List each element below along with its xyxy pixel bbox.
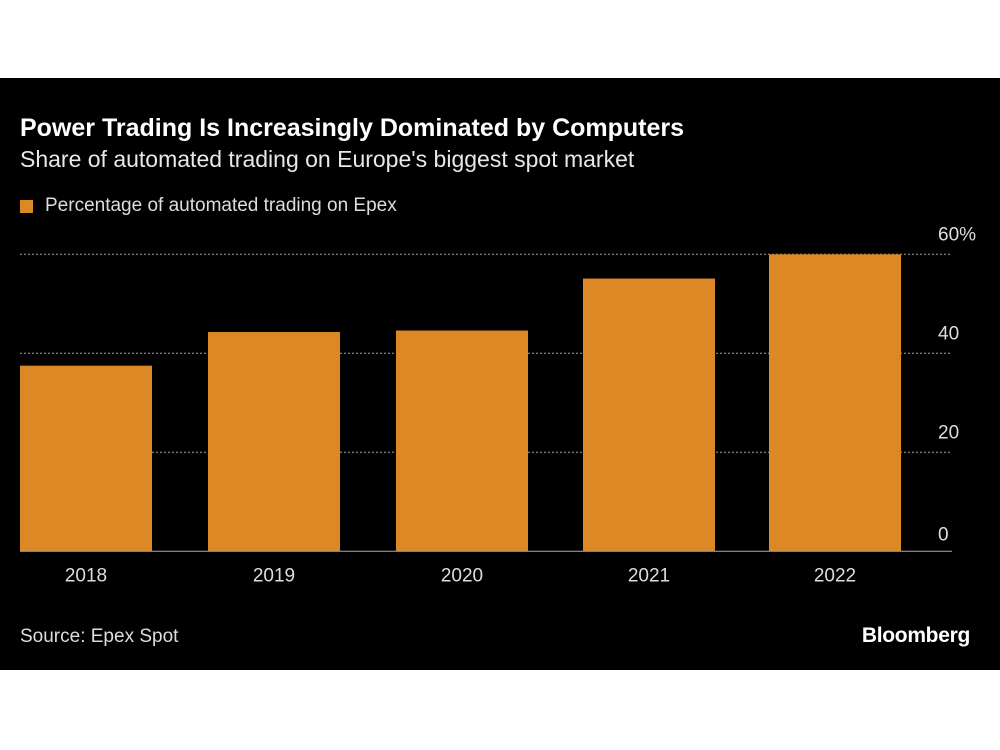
chart-panel: Power Trading Is Increasingly Dominated … xyxy=(0,78,1000,670)
y-tick-label: 20 xyxy=(938,422,959,443)
legend: Percentage of automated trading on Epex xyxy=(20,195,397,217)
bar-chart: 0 20 40 60% 2018 2019 2020 2021 2022 xyxy=(20,224,976,586)
x-tick-label: 2020 xyxy=(441,565,483,586)
bar-2021 xyxy=(583,278,715,552)
x-tick-label: 2019 xyxy=(253,565,295,586)
x-tick-label: 2021 xyxy=(628,565,670,586)
y-tick-label: 0 xyxy=(938,524,949,545)
y-tick-label: 60% xyxy=(938,224,976,245)
x-tick-label: 2018 xyxy=(65,565,107,586)
legend-swatch xyxy=(20,199,33,213)
bar-2018 xyxy=(20,365,152,552)
chart-subtitle: Share of automated trading on Europe's b… xyxy=(20,146,635,172)
x-tick-label: 2022 xyxy=(814,565,856,586)
bloomberg-logo: Bloomberg xyxy=(861,624,970,647)
y-tick-label: 40 xyxy=(938,323,959,344)
source-note: Source: Epex Spot xyxy=(20,626,179,647)
legend-label: Percentage of automated trading on Epex xyxy=(45,195,397,216)
chart-title: Power Trading Is Increasingly Dominated … xyxy=(20,114,685,142)
bar-2020 xyxy=(396,330,528,552)
bar-2022 xyxy=(769,254,901,552)
bar-2019 xyxy=(208,332,340,552)
